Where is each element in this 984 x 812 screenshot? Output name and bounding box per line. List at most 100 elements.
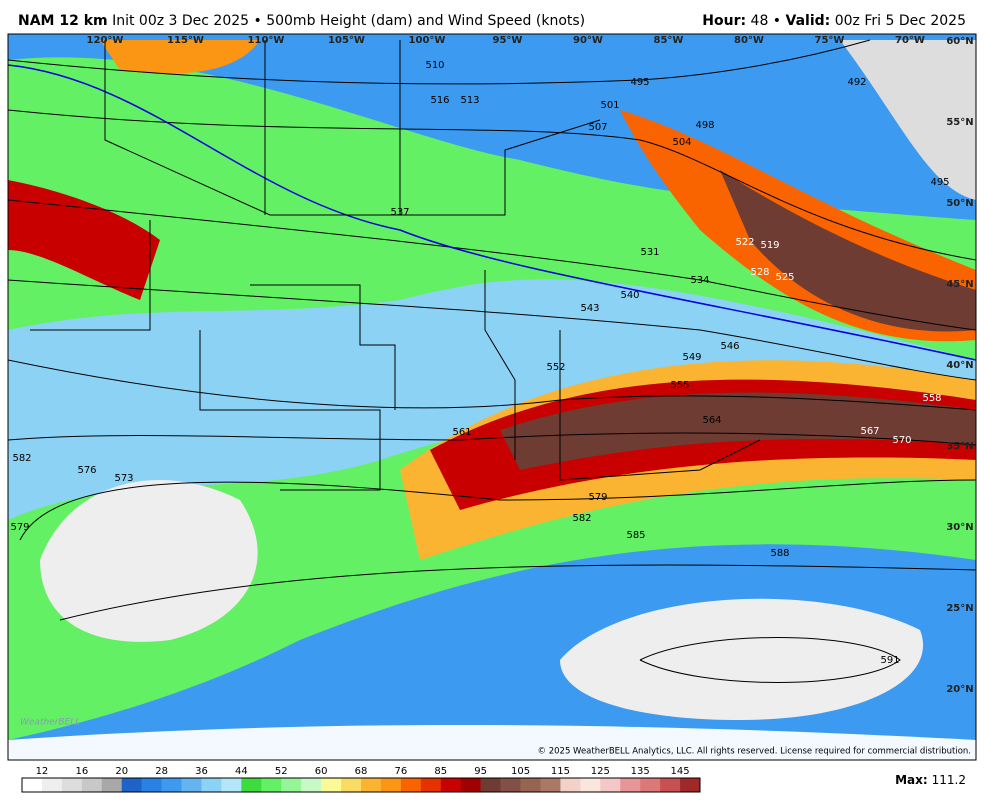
colorbar-swatch bbox=[22, 778, 43, 792]
colorbar-swatch bbox=[640, 778, 661, 792]
map bbox=[8, 34, 976, 760]
540-contour bbox=[8, 64, 976, 361]
logo: WeatherBELL bbox=[20, 718, 80, 728]
colorbar-swatch bbox=[261, 778, 282, 792]
colorbar-swatch bbox=[121, 778, 142, 792]
wind-shade bbox=[720, 170, 976, 332]
low-wind bbox=[40, 480, 258, 642]
contour-label: 579 bbox=[588, 492, 607, 503]
colorbar-swatch bbox=[620, 778, 641, 792]
valid-label: Valid: bbox=[786, 13, 831, 29]
colorbar-swatch bbox=[420, 778, 442, 792]
colorbar-swatch bbox=[460, 778, 481, 792]
longitude-label: 100°W bbox=[409, 35, 446, 46]
colorbar-swatch bbox=[301, 778, 322, 792]
colorbar-label: 95 bbox=[474, 766, 487, 777]
init: Init 00z 3 Dec 2025 • 500mb Height (dam)… bbox=[112, 13, 585, 29]
contour-label: 501 bbox=[600, 100, 619, 111]
colorbar-label: 105 bbox=[511, 766, 530, 777]
colorbar-label: 20 bbox=[115, 766, 128, 777]
longitude-label: 75°W bbox=[815, 35, 845, 46]
wind-shade bbox=[500, 392, 976, 470]
colorbar-label: 76 bbox=[395, 766, 408, 777]
colorbar-label: 145 bbox=[671, 766, 690, 777]
colorbar-swatch bbox=[321, 778, 342, 792]
contour-label: 507 bbox=[588, 122, 607, 133]
colorbar-label: 68 bbox=[355, 766, 368, 777]
borders bbox=[30, 40, 761, 491]
contour-label: 504 bbox=[672, 137, 691, 148]
colorbar-swatch bbox=[580, 778, 601, 792]
colorbar-swatch bbox=[400, 778, 422, 792]
colorbar-swatch bbox=[341, 778, 362, 792]
colorbar-swatch bbox=[480, 778, 501, 792]
contour-label: 585 bbox=[626, 530, 645, 541]
contour-label: 588 bbox=[770, 548, 789, 559]
contour-label: 546 bbox=[720, 341, 739, 352]
colorbar-label: 135 bbox=[631, 766, 650, 777]
contour-label: 555 bbox=[670, 380, 689, 391]
contour-label: 510 bbox=[425, 60, 444, 71]
contour-label: 543 bbox=[580, 303, 599, 314]
contour-label: 561 bbox=[452, 427, 471, 438]
contour-label: 552 bbox=[546, 362, 565, 373]
colorbar-swatch bbox=[660, 778, 681, 792]
latitude-label: 25°N bbox=[946, 603, 973, 614]
colorbar-label: 28 bbox=[155, 766, 168, 777]
colorbar-swatch bbox=[81, 778, 103, 792]
max: Max: 111.2 bbox=[895, 773, 966, 787]
colorbar-swatch bbox=[141, 778, 162, 792]
contour-label: 570 bbox=[892, 435, 911, 446]
wind-shade bbox=[8, 180, 160, 300]
colorbar-swatch bbox=[201, 778, 222, 792]
contour-label: 540 bbox=[620, 290, 639, 301]
contour-label: 558 bbox=[922, 393, 941, 404]
colorbar-swatch bbox=[540, 778, 561, 792]
colorbar-label: 44 bbox=[235, 766, 248, 777]
latitude-label: 35°N bbox=[946, 441, 973, 452]
contour-label: 531 bbox=[640, 247, 659, 258]
longitude-label: 70°W bbox=[895, 35, 925, 46]
contour-label: 498 bbox=[695, 120, 714, 131]
colorbar-swatch bbox=[181, 778, 202, 792]
colorbar-swatch bbox=[61, 778, 83, 792]
latitude-label: 20°N bbox=[946, 684, 973, 695]
contour-label: 519 bbox=[760, 240, 779, 251]
valid-time: 00z Fri 5 Dec 2025 bbox=[835, 13, 966, 29]
contour-label: 522 bbox=[735, 237, 754, 248]
longitude-label: 120°W bbox=[87, 35, 124, 46]
contour-label: 492 bbox=[847, 77, 866, 88]
hour: 48 • bbox=[751, 13, 782, 29]
colorbar-swatch bbox=[101, 778, 123, 792]
wind-shade bbox=[8, 279, 976, 520]
colorbar-swatch bbox=[520, 778, 541, 792]
contour-label: 525 bbox=[775, 272, 794, 283]
colorbar-swatch bbox=[361, 778, 382, 792]
colorbar-frame bbox=[21, 777, 701, 793]
colorbar-swatch bbox=[221, 778, 242, 792]
colorbar-label: 60 bbox=[315, 766, 328, 777]
copyright: © 2025 WeatherBELL Analytics, LLC. All r… bbox=[538, 747, 971, 757]
colorbar-label: 36 bbox=[195, 766, 208, 777]
model-name: NAM 12 km bbox=[18, 13, 108, 29]
contour-label: 537 bbox=[390, 207, 409, 218]
valid: Hour: 48 • Valid: 00z Fri 5 Dec 2025 bbox=[702, 13, 966, 29]
max-value: 111.2 bbox=[932, 773, 966, 787]
longitude-label: 90°W bbox=[573, 35, 603, 46]
colorbar-swatch bbox=[241, 778, 262, 792]
colorbar-swatch bbox=[281, 778, 302, 792]
latitude-label: 50°N bbox=[946, 198, 973, 209]
contour-label: 567 bbox=[860, 426, 879, 437]
low-wind bbox=[560, 598, 924, 720]
longitude-label: 80°W bbox=[734, 35, 764, 46]
contour-label: 582 bbox=[572, 513, 591, 524]
colorbar-swatch bbox=[560, 778, 581, 792]
map-frame bbox=[7, 33, 977, 761]
contour-label: 528 bbox=[750, 267, 769, 278]
contour-label: 495 bbox=[630, 77, 649, 88]
contour-label: 576 bbox=[77, 465, 96, 476]
longitude-label: 85°W bbox=[654, 35, 684, 46]
colorbar-label: 85 bbox=[434, 766, 447, 777]
colorbar-label: 12 bbox=[36, 766, 49, 777]
